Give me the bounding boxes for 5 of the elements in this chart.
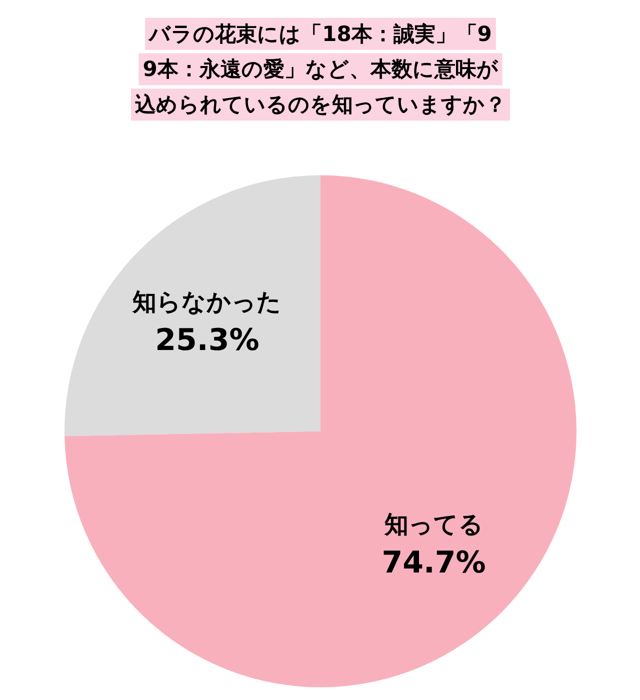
slice-label: 知らなかった <box>132 288 282 316</box>
slice-label: 知ってる <box>383 510 484 539</box>
data-label: 74.7% <box>382 546 486 581</box>
data-label: 25.3% <box>155 322 260 358</box>
chart-title: バラの花束には「18本：誠実」「99本：永遠の愛」など、本数に意味が込められているのを知っていますか？ <box>134 22 506 117</box>
